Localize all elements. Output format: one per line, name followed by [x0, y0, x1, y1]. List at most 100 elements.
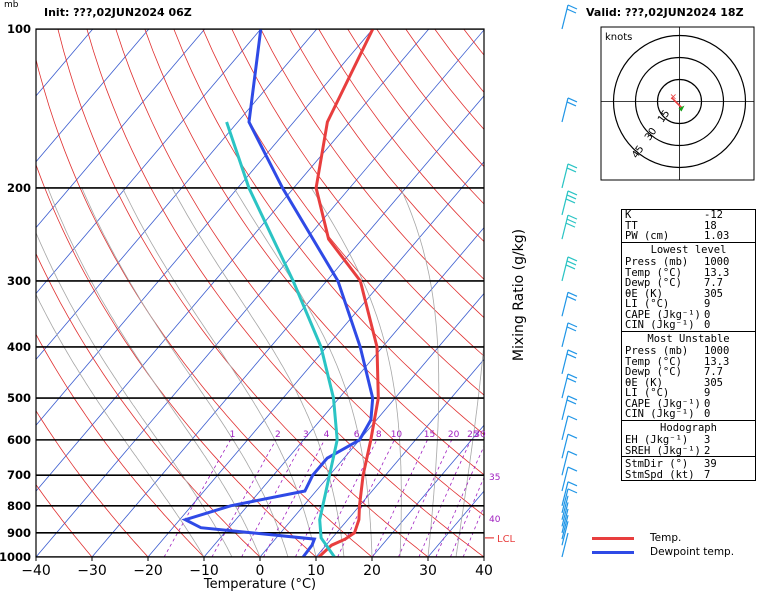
wind-barb-flag — [567, 256, 578, 262]
index-key: StmSpd (kt) — [625, 468, 695, 481]
index-value: 18 — [704, 219, 717, 232]
index-value: 39 — [704, 458, 717, 470]
index-key: LI (°C) — [625, 298, 670, 310]
index-value: 1000 — [704, 345, 730, 357]
index-key: SREH (Jkg⁻¹) — [625, 444, 701, 457]
index-value: 1000 — [704, 256, 730, 268]
pressure-unit-label: mb — [4, 0, 19, 10]
mixing-ratio-label: 8 — [376, 430, 382, 440]
wind-barb-flag — [567, 450, 578, 456]
index-row: TT 18 — [622, 219, 755, 232]
wind-barb-staff — [561, 373, 569, 399]
index-key: CAPE (Jkg⁻¹) — [625, 397, 701, 410]
isotherm-line — [36, 29, 374, 426]
wind-barb-flag — [565, 222, 576, 228]
dry-adiabat-line — [173, 29, 484, 436]
index-key: EH (Jkg⁻¹) — [625, 434, 689, 446]
wind-barb-staff — [561, 292, 569, 317]
dry-adiabat-line — [86, 29, 484, 557]
y-tick-label: 900 — [7, 526, 31, 540]
index-key: CIN (Jkg⁻¹) — [625, 319, 695, 331]
legend-temp-label: Temp. — [650, 532, 682, 544]
mixing-ratio-line — [450, 476, 484, 557]
index-row: LI (°C) 9 — [622, 388, 755, 399]
x-tick-label: 40 — [475, 563, 493, 579]
hodograph-title: Hodograph — [622, 419, 755, 436]
wind-barb-flag — [566, 377, 577, 383]
lcl-label: LCL — [497, 534, 516, 545]
x-tick-label: 20 — [363, 563, 381, 579]
index-row: LI (°C) 9 — [622, 299, 755, 310]
y-tick-label: 500 — [7, 391, 31, 405]
index-value: 0 — [704, 319, 711, 331]
y-tick-label: 700 — [7, 468, 31, 482]
wind-barb-flag — [566, 399, 577, 405]
wind-barb-staff — [561, 190, 569, 216]
init-time: Init: ???,02JUN2024 06Z — [44, 6, 192, 19]
wind-barb-flag — [567, 163, 578, 169]
wind-barb-flag — [567, 395, 578, 401]
index-key: Temp (°C) — [625, 355, 682, 368]
wind-barb-staff — [561, 508, 569, 533]
legend-dewpoint-swatch — [592, 550, 634, 554]
indices-table: K -12 TT 18 PW (cm) 1.03 Lowest level Press (… — [621, 209, 756, 481]
wind-barb-staff — [561, 466, 569, 492]
dry-adiabat-line — [36, 333, 205, 557]
x-tick-label: −10 — [189, 563, 219, 579]
wind-barb-flag — [566, 101, 577, 107]
isotherm-line — [36, 29, 150, 163]
wind-barb-staff — [561, 322, 569, 348]
index-row: CIN (Jkg⁻¹) 0 — [622, 320, 755, 331]
index-row: StmDir (°) 39 — [622, 459, 755, 470]
y-tick-label: 600 — [7, 433, 31, 447]
wind-barb-flag — [566, 260, 577, 266]
isotherm-line — [36, 29, 318, 360]
wind-barb-flag — [567, 349, 578, 355]
index-row: CAPE (Jkg⁻¹) 0 — [622, 397, 755, 410]
mixing-ratio-label: 2 — [275, 430, 281, 440]
index-value: 0 — [704, 408, 711, 420]
index-value: 7.7 — [704, 277, 723, 289]
wind-barb-staff — [561, 214, 569, 240]
mixing-ratio-label: 10 — [391, 430, 403, 440]
dry-adiabat-line — [231, 29, 484, 357]
index-key: Press (mb) — [625, 256, 689, 268]
isotherm-line — [315, 358, 484, 557]
x-axis-label: Temperature (°C) — [203, 577, 316, 591]
mixing-ratio-label: 1 — [230, 430, 236, 440]
index-key: θE (K) — [625, 287, 663, 300]
index-row: CIN (Jkg⁻¹) 0 — [622, 409, 755, 420]
x-tick-label: −30 — [77, 563, 107, 579]
wind-barb-staff — [561, 514, 569, 540]
index-row: Press (mb) 1000 — [622, 346, 755, 357]
dry-adiabat-line — [318, 29, 484, 243]
wind-barb-flag — [567, 190, 578, 196]
wind-barb-staff — [561, 495, 569, 520]
x-tick-label: 10 — [307, 563, 325, 579]
index-value: 13.3 — [704, 266, 730, 279]
mixing-ratio-label: 4 — [324, 430, 330, 440]
wind-barb-staff — [561, 97, 569, 123]
index-value: 13.3 — [704, 355, 730, 368]
index-key: θE (K) — [625, 376, 663, 389]
valid-time: Valid: ???,02JUN2024 18Z — [586, 6, 744, 19]
index-value: 0 — [704, 397, 711, 410]
wind-barb-flag — [565, 264, 576, 270]
isotherm-line — [36, 29, 430, 492]
x-tick-label: 30 — [419, 563, 437, 579]
wind-barb-staff — [561, 488, 569, 514]
index-key: PW (cm) — [625, 230, 670, 242]
moist-adiabat-line — [400, 187, 440, 557]
index-key: Temp (°C) — [625, 266, 682, 279]
index-row: K -12 — [622, 210, 755, 221]
index-key: StmDir (°) — [625, 458, 689, 470]
index-key: Dewp (°C) — [625, 277, 682, 289]
mixing-ratio-label: 25 — [467, 430, 478, 440]
index-row: EH (Jkg⁻¹) 3 — [622, 435, 755, 446]
index-value: 7.7 — [704, 366, 723, 378]
most-unstable-title: Most Unstable — [622, 330, 755, 347]
index-value: 9 — [704, 387, 711, 399]
x-tick-label: 0 — [256, 563, 265, 579]
index-value: 305 — [704, 287, 723, 300]
